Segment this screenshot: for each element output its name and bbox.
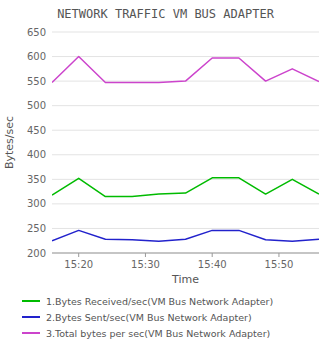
legend-swatch xyxy=(22,300,40,302)
legend-label: 1.Bytes Received/sec(VM Bus Network Adap… xyxy=(46,296,273,307)
x-tick xyxy=(78,253,79,257)
legend-swatch xyxy=(22,316,40,318)
y-tick-label: 650 xyxy=(27,27,46,38)
x-tick xyxy=(278,253,279,257)
x-tick-label: 15:40 xyxy=(198,259,227,270)
grid-line xyxy=(52,105,319,106)
grid-line xyxy=(52,56,319,57)
series-lines xyxy=(52,57,319,242)
legend-label: 3.Total bytes per sec(VM Bus Network Ada… xyxy=(46,328,270,339)
grid-line xyxy=(52,179,319,180)
y-tick-label: 500 xyxy=(27,100,46,111)
y-tick-label: 350 xyxy=(27,174,46,185)
y-tick-label: 200 xyxy=(27,248,46,259)
legend-swatch xyxy=(22,332,40,334)
y-axis: 200 250 300 350 400 450 500 550 600 650 xyxy=(27,27,46,259)
x-axis: 15:20 15:30 15:40 15:50 xyxy=(52,253,319,270)
series-line xyxy=(52,57,319,83)
y-tick-label: 400 xyxy=(27,149,46,160)
y-tick-label: 600 xyxy=(27,51,46,62)
y-axis-label: Bytes/sec xyxy=(3,116,16,169)
chart: NETWORK TRAFFIC VM BUS ADAPTER 200 250 300 3… xyxy=(0,0,331,351)
y-tick-label: 550 xyxy=(27,76,46,87)
grid-line xyxy=(52,130,319,131)
grid-line xyxy=(52,154,319,155)
grid-line xyxy=(52,203,319,204)
title: NETWORK TRAFFIC VM BUS ADAPTER xyxy=(57,7,275,21)
grid-line xyxy=(52,32,319,33)
y-tick-label: 250 xyxy=(27,223,46,234)
y-tick-label: 300 xyxy=(27,198,46,209)
x-axis-label: Time xyxy=(171,273,199,286)
x-tick xyxy=(212,253,213,257)
grid-line xyxy=(52,228,319,229)
x-tick-label: 15:30 xyxy=(131,259,160,270)
series-line xyxy=(52,230,319,241)
grid xyxy=(52,32,319,253)
y-tick-label: 450 xyxy=(27,125,46,136)
x-tick xyxy=(145,253,146,257)
legend: 1.Bytes Received/sec(VM Bus Network Adap… xyxy=(22,296,273,339)
x-tick-label: 15:50 xyxy=(265,259,294,270)
x-tick-label: 15:20 xyxy=(64,259,93,270)
series-line xyxy=(52,178,319,197)
legend-label: 2.Bytes Sent/sec(VM Bus Network Adapter) xyxy=(46,312,252,323)
